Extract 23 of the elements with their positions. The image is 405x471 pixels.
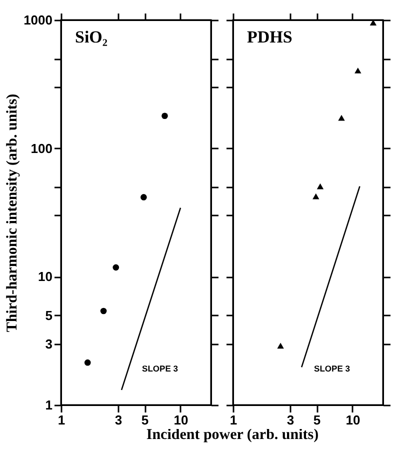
point [140,194,147,200]
x-tick-label: 3 [114,412,122,428]
annotation: SLOPE 3 [314,363,350,374]
x-tick-label: 10 [174,412,188,428]
y-tick-label: 100 [30,140,52,156]
chart-title: PDHS [247,27,292,46]
y-axis-title: Third-harmonic intensity (arb. units) [4,94,21,332]
y-tick-label: 1000 [24,12,52,28]
y-tick-label: 3 [45,336,52,352]
x-tick-label: 5 [313,412,321,428]
x-tick-label: 3 [286,412,294,428]
y-tick-label: 1 [45,398,52,412]
point [162,112,168,120]
point [100,308,107,314]
x-tick-label: 5 [141,412,149,428]
annotation: SLOPE 3 [142,363,178,374]
chart-title: SiO₂ [75,27,108,46]
x-tick-label: 10 [346,412,360,428]
y-tick-label: 10 [38,269,52,284]
x-axis-title: Incident power (arb. units) [145,427,320,444]
x-tick-label: 1 [230,412,238,428]
x-tick-label: 1 [58,412,66,428]
y-tick-label: 5 [45,308,52,323]
